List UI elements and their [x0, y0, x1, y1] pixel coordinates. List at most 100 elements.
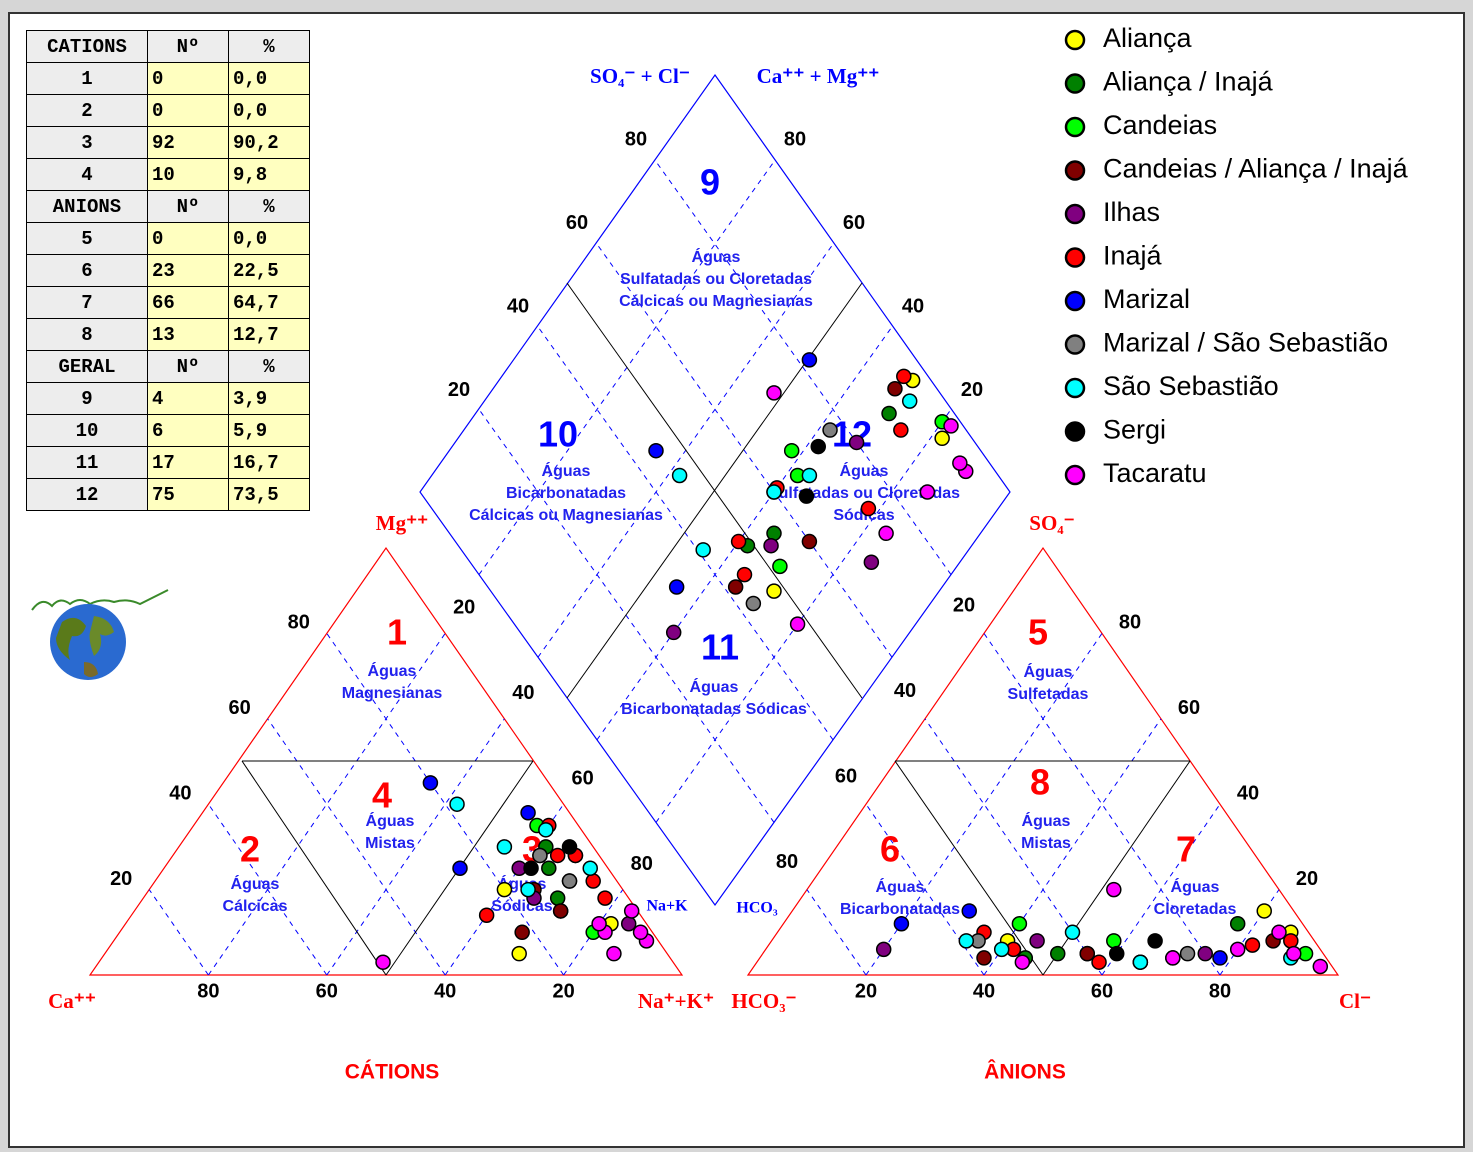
- table-cell: 4: [148, 383, 229, 415]
- cation-point: [622, 917, 636, 931]
- tick-label: 20: [953, 595, 975, 617]
- tick-label: 20: [453, 597, 475, 619]
- legend-marker: [1066, 292, 1084, 310]
- diamond-point: [897, 369, 911, 383]
- diamond-point: [667, 625, 681, 639]
- table-cell: 10: [148, 159, 229, 191]
- tick-label: 80: [1209, 980, 1231, 1002]
- diamond-point: [732, 535, 746, 549]
- axis-title: ÂNIONS: [984, 1060, 1066, 1084]
- region-label: Águas: [542, 461, 591, 480]
- table-header: ANIONS: [27, 191, 148, 223]
- cation-point: [598, 891, 612, 905]
- legend-label: Ilhas: [1103, 197, 1160, 227]
- anion-point: [1287, 947, 1301, 961]
- table-cell: 16,7: [229, 447, 310, 479]
- cation-point: [625, 904, 639, 918]
- anion-point: [1030, 934, 1044, 948]
- region-number: 7: [1176, 829, 1196, 870]
- table-cell: 1: [27, 63, 148, 95]
- grid-line: [268, 719, 446, 975]
- legend-label: Aliança: [1103, 23, 1193, 53]
- table-cell: 6: [148, 415, 229, 447]
- diamond-point: [673, 468, 687, 482]
- tick-label: 60: [228, 697, 250, 719]
- table-cell: 90,2: [229, 127, 310, 159]
- diamond-point: [944, 419, 958, 433]
- tick-label: 80: [784, 129, 806, 151]
- region-number: 8: [1030, 762, 1050, 803]
- anion-point: [894, 917, 908, 931]
- tick-label: 40: [973, 980, 995, 1002]
- anion-point: [1284, 934, 1298, 948]
- table-cell: 5,9: [229, 415, 310, 447]
- table-header: Nº: [148, 351, 229, 383]
- grid-line: [538, 327, 833, 740]
- region-label: Águas: [1171, 877, 1220, 896]
- region-number: 10: [538, 414, 578, 455]
- region-label: Magnesianas: [342, 685, 443, 702]
- diamond-point: [696, 543, 710, 557]
- anion-point: [995, 942, 1009, 956]
- table-cell: 3: [27, 127, 148, 159]
- table-cell: 92: [148, 127, 229, 159]
- region-label: Mistas: [365, 835, 415, 852]
- diamond-point: [773, 559, 787, 573]
- region-number: 1: [387, 612, 407, 653]
- diamond-point: [953, 456, 967, 470]
- table-cell: 3,9: [229, 383, 310, 415]
- table-cell: 12: [27, 479, 148, 511]
- table-cell: 73,5: [229, 479, 310, 511]
- diamond-point: [802, 535, 816, 549]
- anion-point: [1012, 917, 1026, 931]
- anion-point: [1198, 947, 1212, 961]
- table-header: %: [229, 351, 310, 383]
- anion-point: [1181, 947, 1195, 961]
- table-header: Nº: [148, 31, 229, 63]
- grid-line: [327, 719, 505, 975]
- cation-point: [453, 861, 467, 875]
- tick-label: 60: [1091, 980, 1113, 1002]
- cation-point: [450, 797, 464, 811]
- cation-point: [512, 947, 526, 961]
- diamond-point: [785, 444, 799, 458]
- region-label: Sódicas: [491, 898, 552, 915]
- diamond-point: [729, 580, 743, 594]
- diamond-point: [767, 386, 781, 400]
- cation-point: [554, 904, 568, 918]
- cation-point: [521, 883, 535, 897]
- table-header: CATIONS: [27, 31, 148, 63]
- cation-point: [376, 955, 390, 969]
- vertex-label: HCO₃⁻: [731, 989, 796, 1013]
- anion-point: [1148, 934, 1162, 948]
- legend-label: São Sebastião: [1103, 371, 1279, 401]
- table-cell: 0,0: [229, 63, 310, 95]
- tick-label: 20: [855, 980, 877, 1002]
- tick-label: 40: [512, 682, 534, 704]
- tick-label: 80: [1119, 612, 1141, 634]
- table-cell: 8: [27, 319, 148, 351]
- region-label: Sulfetadas: [1008, 686, 1089, 703]
- tick-label: 60: [571, 767, 593, 789]
- diamond-point: [864, 555, 878, 569]
- table-cell: 6: [27, 255, 148, 287]
- region-number: 5: [1028, 612, 1048, 653]
- legend-marker: [1066, 162, 1084, 180]
- vertex-label: Na⁺+K⁺: [638, 989, 714, 1013]
- table-header: %: [229, 191, 310, 223]
- region-label: Águas: [876, 877, 925, 896]
- anion-point: [1272, 925, 1286, 939]
- legend-marker: [1066, 249, 1084, 267]
- anion-point: [1257, 904, 1271, 918]
- region-label: Águas: [231, 874, 280, 893]
- cation-point: [497, 840, 511, 854]
- cation-point: [497, 883, 511, 897]
- diamond-point: [882, 407, 896, 421]
- cation-point: [539, 823, 553, 837]
- diamond-point: [791, 617, 805, 631]
- table-cell: 9: [27, 383, 148, 415]
- table-header: %: [229, 31, 310, 63]
- diamond-point: [879, 526, 893, 540]
- region-number: 6: [880, 829, 900, 870]
- diamond-point: [767, 485, 781, 499]
